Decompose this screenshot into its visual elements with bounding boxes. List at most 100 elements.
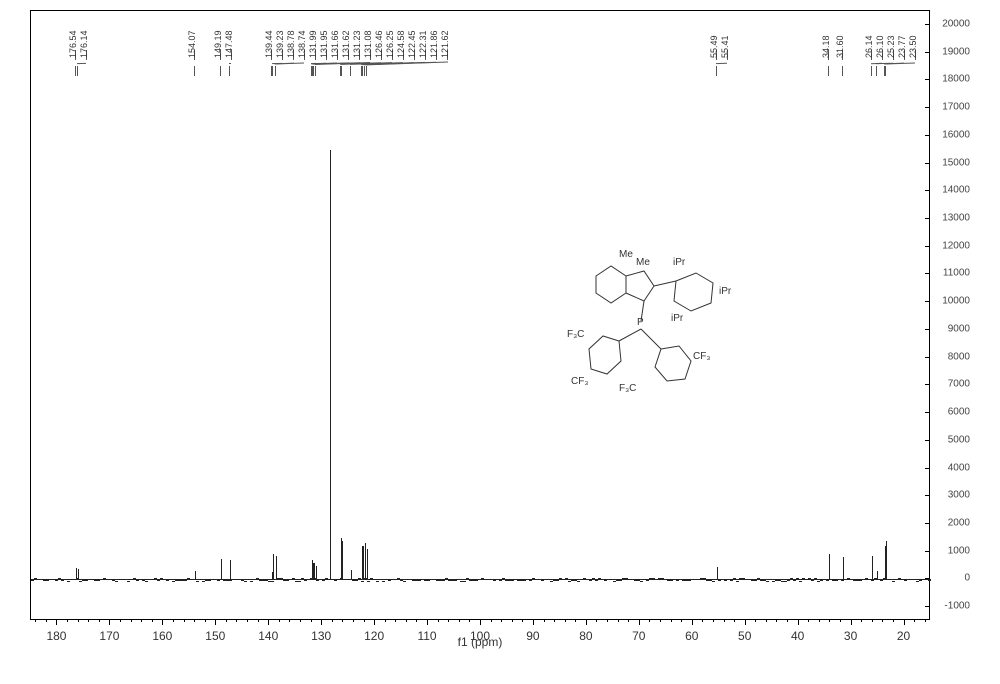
x-tick-minor (829, 619, 830, 622)
x-tick-minor (544, 619, 545, 622)
x-tick-mark (480, 619, 481, 625)
x-tick-minor (808, 619, 809, 622)
x-tick-label: 120 (364, 629, 384, 643)
x-tick-minor (448, 619, 449, 622)
x-tick-minor (469, 619, 470, 622)
peak-bracket (876, 66, 877, 76)
y-tick-mark (925, 163, 930, 164)
x-tick-mark (692, 619, 693, 625)
noise (646, 580, 649, 581)
y-tick-label: 17000 (942, 102, 970, 113)
nmr-peak (843, 557, 844, 579)
nmr-peak (221, 559, 222, 580)
x-tick-minor (491, 619, 492, 622)
noise (403, 581, 406, 582)
y-tick-mark (925, 273, 930, 274)
x-tick-minor (787, 619, 788, 622)
x-tick-label: 40 (791, 629, 804, 643)
noise (67, 581, 70, 582)
x-tick-minor (681, 619, 682, 622)
x-tick-mark (215, 619, 216, 625)
y-tick-label: 20000 (942, 18, 970, 29)
x-tick-minor (893, 619, 894, 622)
chemical-structure: Me Me iPr iPr iPr P F₃C CF₃ CF₃ F₃C (541, 221, 761, 441)
x-tick-label: 100 (470, 629, 490, 643)
noise (61, 580, 64, 581)
noise (46, 580, 49, 581)
y-tick-label: 6000 (948, 407, 970, 418)
x-tick-minor (35, 619, 36, 622)
peak-label: 25.23 (886, 35, 896, 58)
peak-bracket (77, 66, 78, 76)
peak-bracket (313, 66, 314, 76)
noise (145, 581, 148, 582)
x-tick-label: 70 (632, 629, 645, 643)
y-tick-mark (925, 606, 930, 607)
y-tick-label: 14000 (942, 185, 970, 196)
x-tick-minor (840, 619, 841, 622)
x-tick-minor (67, 619, 68, 622)
nmr-peak (717, 568, 718, 580)
y-tick-mark (925, 135, 930, 136)
x-tick-minor (416, 619, 417, 622)
x-tick-label: 50 (738, 629, 751, 643)
peak-label: 26.14 (864, 35, 874, 58)
x-tick-minor (300, 619, 301, 622)
y-tick-mark (925, 412, 930, 413)
x-tick-minor (120, 619, 121, 622)
peak-label: 131.99 (308, 30, 318, 58)
x-tick-minor (671, 619, 672, 622)
nmr-peak (363, 546, 364, 579)
peak-label: 124.58 (396, 30, 406, 58)
peak-bracket (366, 66, 367, 76)
y-tick-mark (925, 52, 930, 53)
y-tick-label: 9000 (948, 323, 970, 334)
y-tick-mark (925, 440, 930, 441)
noise (439, 580, 442, 581)
peak-label: 131.08 (363, 30, 373, 58)
x-tick-label: 90 (526, 629, 539, 643)
x-tick-minor (776, 619, 777, 622)
noise (640, 581, 643, 582)
x-tick-minor (152, 619, 153, 622)
noise (286, 580, 289, 581)
x-tick-label: 130 (311, 629, 331, 643)
peak-label: 126.25 (385, 30, 395, 58)
x-tick-minor (724, 619, 725, 622)
label-cf3-3: CF₃ (693, 351, 710, 362)
spectrum-plot: Me Me iPr iPr iPr P F₃C CF₃ CF₃ F₃C (30, 10, 930, 620)
peak-bracket (229, 66, 230, 76)
x-tick-minor (289, 619, 290, 622)
noise (250, 581, 253, 582)
peak-label: 126.46 (374, 30, 384, 58)
peak-label: 139.44 (264, 30, 274, 58)
noise (871, 580, 874, 581)
peak-label: 121.86 (429, 30, 439, 58)
peak-label: 122.45 (407, 30, 417, 58)
x-tick-label: 110 (417, 629, 436, 643)
noise (97, 580, 100, 581)
y-tick-label: 5000 (948, 434, 970, 445)
x-tick-minor (342, 619, 343, 622)
x-tick-minor (660, 619, 661, 622)
x-tick-minor (607, 619, 608, 622)
noise (367, 581, 370, 582)
x-tick-mark (56, 619, 57, 625)
x-tick-minor (914, 619, 915, 622)
peak-label: 131.95 (319, 30, 329, 58)
x-tick-minor (459, 619, 460, 622)
peak-bracket (315, 66, 316, 76)
x-tick-minor (734, 619, 735, 622)
noise (127, 581, 130, 582)
peak-label: 34.18 (821, 35, 831, 58)
x-tick-minor (184, 619, 185, 622)
peak-label: 139.23 (275, 30, 285, 58)
y-tick-label: 13000 (942, 212, 970, 223)
noise (298, 581, 301, 582)
peak-bracket (885, 66, 886, 76)
x-tick-minor (522, 619, 523, 622)
peak-label: 154.07 (187, 30, 197, 58)
x-tick-label: 60 (685, 629, 698, 643)
nmr-peak (330, 150, 331, 580)
noise (604, 580, 607, 581)
